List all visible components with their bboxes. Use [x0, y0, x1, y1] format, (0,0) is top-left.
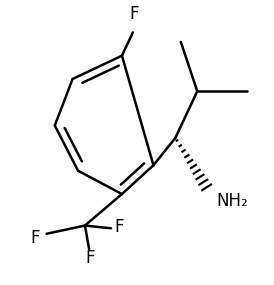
Text: F: F	[130, 5, 139, 23]
Text: F: F	[86, 249, 95, 267]
Text: NH₂: NH₂	[216, 192, 248, 210]
Text: F: F	[31, 229, 40, 247]
Text: F: F	[115, 218, 124, 236]
